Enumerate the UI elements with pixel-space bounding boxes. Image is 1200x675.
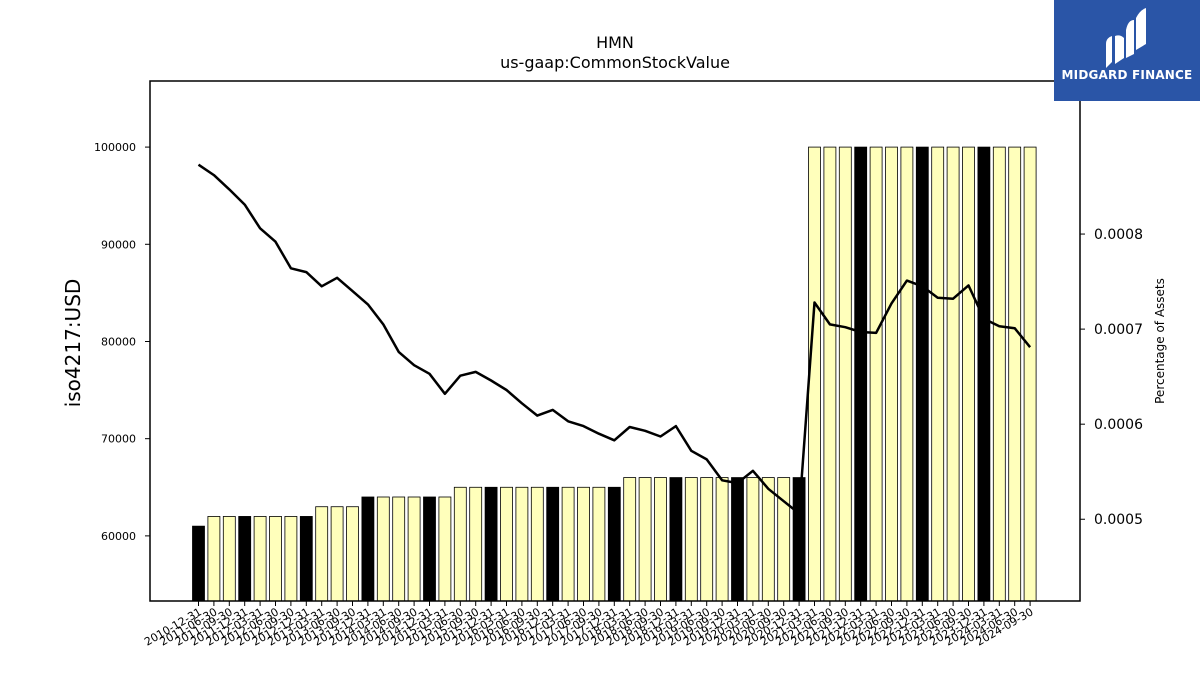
bar <box>1008 146 1022 602</box>
bar <box>623 477 637 602</box>
bar <box>946 146 960 602</box>
bar <box>453 486 467 602</box>
bar <box>561 486 575 602</box>
y2-tick-label: 0.0006 <box>1094 417 1143 433</box>
bar <box>500 486 513 602</box>
bar <box>330 506 344 602</box>
bar <box>299 516 313 602</box>
bar <box>931 146 945 602</box>
chart-subtitle: us-gaap:CommonStockValue <box>500 53 730 72</box>
bar <box>792 477 806 602</box>
bar <box>1023 146 1037 602</box>
y-tick-label: 70000 <box>101 433 136 446</box>
y-tick-label: 90000 <box>101 238 136 251</box>
bar <box>315 506 329 602</box>
bar <box>684 477 698 602</box>
bar <box>962 146 975 602</box>
bar <box>838 146 852 602</box>
bar <box>222 516 236 602</box>
bar <box>192 525 205 602</box>
plot-frame <box>149 80 1081 602</box>
bar <box>238 516 252 602</box>
bar <box>284 516 298 602</box>
bar <box>638 477 652 602</box>
bar <box>885 146 898 602</box>
y2-tick-label: 0.0005 <box>1094 512 1143 528</box>
bar <box>361 496 375 602</box>
bar <box>577 486 590 602</box>
bar <box>530 486 544 602</box>
chart-title: HMN <box>596 33 634 52</box>
bar <box>854 146 868 602</box>
y-axis-label: iso4217:USD <box>61 279 85 408</box>
y-tick-label: 100000 <box>94 141 136 154</box>
y2-axis-label: Percentage of Assets <box>1153 278 1167 404</box>
y-tick-label: 60000 <box>101 530 136 543</box>
series-line <box>197 163 1032 515</box>
bar <box>407 496 421 602</box>
bar <box>869 146 883 602</box>
bar <box>700 477 714 602</box>
bar <box>746 477 760 602</box>
line-layer <box>197 163 1032 515</box>
bar <box>469 486 483 602</box>
bar <box>977 146 991 602</box>
bar <box>992 146 1006 602</box>
bar <box>392 496 406 602</box>
bar <box>915 146 929 602</box>
bar <box>715 477 729 602</box>
bar-group <box>192 146 1037 602</box>
bar <box>346 506 359 602</box>
bar <box>207 516 221 602</box>
bar <box>592 486 606 602</box>
bar <box>731 477 744 602</box>
midgard-logo-icon <box>1106 8 1146 68</box>
bar <box>253 516 267 602</box>
bar <box>654 477 667 602</box>
bar <box>515 486 529 602</box>
brand-name: MIDGARD FINANCE <box>1061 68 1193 82</box>
bar <box>484 486 498 602</box>
bar <box>900 146 914 602</box>
midgard-finance-logo: MIDGARD FINANCE <box>1054 0 1200 101</box>
bar <box>669 477 683 602</box>
bar <box>376 496 390 602</box>
bar <box>777 477 791 602</box>
y2-tick-label: 0.0008 <box>1094 227 1143 243</box>
bar <box>438 496 452 602</box>
bar <box>423 496 436 602</box>
y2-tick-label: 0.0007 <box>1094 322 1143 338</box>
bar <box>269 516 282 602</box>
bar <box>546 486 560 602</box>
bar <box>761 477 775 602</box>
bar <box>607 486 621 602</box>
bar <box>823 146 837 602</box>
y-tick-label: 80000 <box>101 335 136 348</box>
